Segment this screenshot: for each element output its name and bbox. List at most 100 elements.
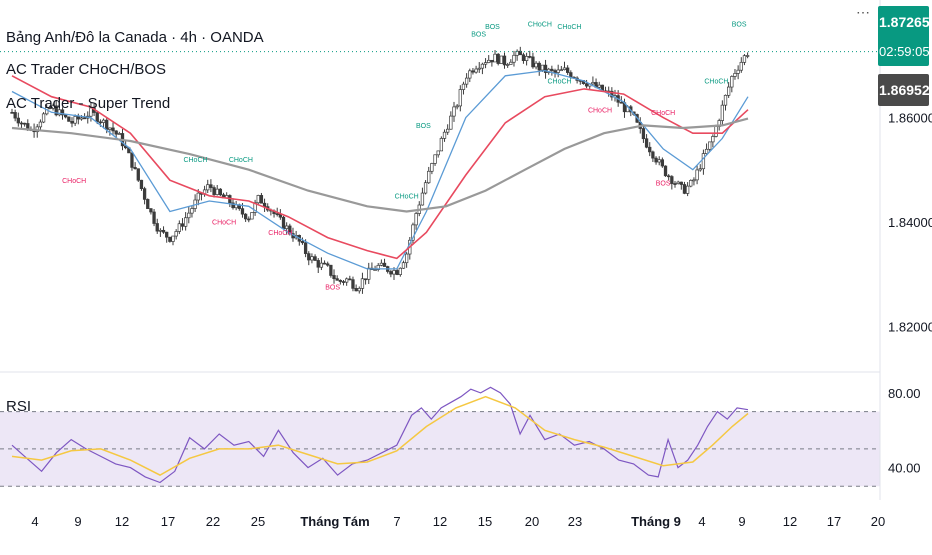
structure-label: CHoCH <box>62 178 86 185</box>
candle-bull <box>171 235 175 242</box>
candle-bull <box>742 55 747 63</box>
candle-bull <box>477 67 481 70</box>
candle-bull <box>376 264 380 270</box>
indicator-legend-chochbos[interactable]: AC Trader CHoCH/BOS <box>6 61 167 78</box>
candle-bull <box>556 69 560 73</box>
time-axis-label: 9 <box>74 514 81 529</box>
candle-bear <box>136 168 140 181</box>
candle-bear <box>13 112 17 119</box>
rsi-axis-label: 40.00 <box>888 461 921 476</box>
candle-bull <box>196 192 200 201</box>
rsi-legend[interactable]: RSI <box>6 398 32 415</box>
indicator-legend-supertrend[interactable]: AC Trader - Super Trend <box>6 95 171 112</box>
candle-bear <box>259 195 264 204</box>
candle-bear <box>231 202 235 209</box>
candle-bear <box>348 278 352 281</box>
candle-bear <box>667 175 671 178</box>
candle-bear <box>133 167 137 170</box>
candle-bull <box>720 104 724 121</box>
price-axis-label: 1.86000 <box>888 111 932 126</box>
candle-bull <box>487 59 491 63</box>
candle-bear <box>395 270 399 275</box>
time-axis-label: 7 <box>393 514 400 529</box>
price-axis-label: 1.84000 <box>888 215 932 230</box>
three-dots-icon[interactable]: ⋯ <box>856 4 870 20</box>
rsi-line <box>11 386 749 484</box>
candle-bear <box>531 56 535 68</box>
candle-bull <box>446 128 450 133</box>
structure-label: CHoCH <box>547 79 571 86</box>
candle-bull <box>689 180 693 187</box>
candle-bull <box>420 192 425 206</box>
candle-bull <box>483 62 488 65</box>
candle-bull <box>657 159 661 163</box>
candle-bull <box>206 184 210 191</box>
candle-bull <box>79 117 84 120</box>
candle-bear <box>673 183 677 185</box>
rsi-panel <box>0 386 880 487</box>
candle-bear <box>82 117 87 120</box>
time-axis-label: 12 <box>433 514 447 529</box>
candle-bear <box>212 187 216 195</box>
candle-bear <box>48 107 52 109</box>
candle-bear <box>76 116 80 120</box>
candle-bull <box>41 113 46 123</box>
candle-bear <box>641 128 646 140</box>
candle-bull <box>468 70 472 79</box>
candle-bear <box>363 278 368 281</box>
candle-bull <box>452 106 456 117</box>
candle-bear <box>16 117 20 124</box>
candle-bull <box>57 109 62 116</box>
symbol-legend[interactable]: Bảng Anh/Đô la Canada · 4h · OANDA <box>6 29 264 46</box>
candle-bear <box>316 260 320 268</box>
candle-bear <box>521 54 526 61</box>
candle-bear <box>165 231 169 238</box>
candle-bull <box>739 61 743 71</box>
candle-bear <box>22 122 27 125</box>
candle-bear <box>528 56 532 58</box>
candle-bear <box>338 279 342 282</box>
candle-bear <box>70 121 74 124</box>
candle-bull <box>379 262 384 266</box>
candle-bear <box>382 262 387 267</box>
candle-bull <box>411 224 415 241</box>
candle-bull <box>499 55 504 64</box>
candle-bear <box>651 151 655 159</box>
last-price-tag-bg <box>878 6 929 66</box>
structure-label: BOS <box>325 285 340 292</box>
reference-price-tag: 1.86952 <box>879 82 930 98</box>
time-axis-label: 20 <box>525 514 539 529</box>
candle-bear <box>648 146 652 153</box>
structure-label: CHoCH <box>588 107 612 114</box>
candle-bear <box>180 223 185 227</box>
candle-bull <box>534 62 538 68</box>
candle-bull <box>723 94 728 106</box>
time-axis-label: 9 <box>738 514 745 529</box>
structure-label: BOS <box>471 32 486 39</box>
candle-bear <box>300 240 305 244</box>
candle-bear <box>146 199 150 209</box>
candle-bull <box>183 217 188 227</box>
candle-bear <box>569 72 573 78</box>
candle-bull <box>442 131 447 139</box>
candle-bear <box>60 109 65 116</box>
candle-bull <box>427 170 431 184</box>
candle-bear <box>670 176 674 184</box>
candle-bull <box>506 64 510 66</box>
candle-bull <box>404 253 409 264</box>
candle-bull <box>512 54 516 63</box>
time-axis-label: 17 <box>161 514 175 529</box>
candle-bull <box>515 50 519 56</box>
candle-bull <box>250 212 254 220</box>
candle-bear <box>139 179 144 189</box>
candle-bull <box>540 64 545 71</box>
candle-bear <box>275 213 279 215</box>
structure-label: CHoCH <box>528 21 552 28</box>
candle-bull <box>423 182 428 194</box>
candle-bull <box>727 86 731 96</box>
candle-bull <box>708 141 712 150</box>
ema-fast-line <box>11 69 749 270</box>
